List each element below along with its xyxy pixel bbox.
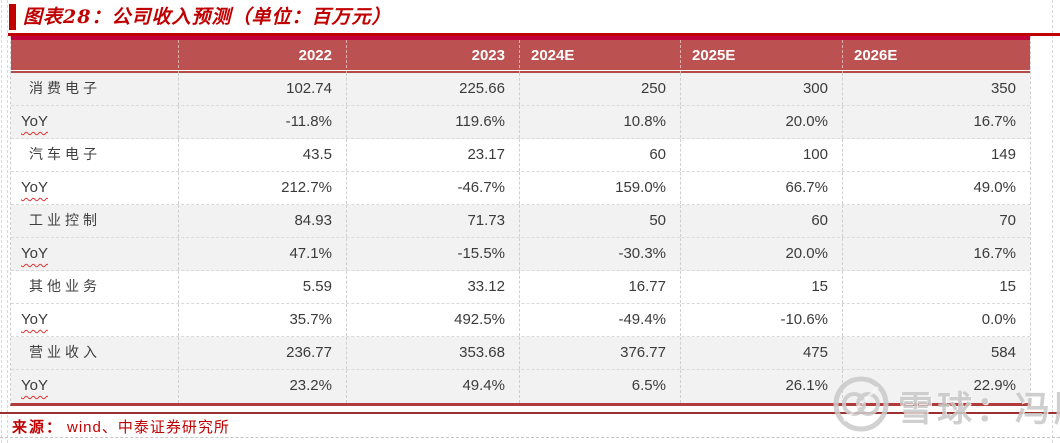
row-label: YoY xyxy=(11,238,179,270)
cell-value: 50 xyxy=(520,205,681,237)
column-header-2024e: 2024E xyxy=(520,40,681,73)
column-header-blank xyxy=(11,40,179,73)
cell-value: 47.1% xyxy=(179,238,347,270)
cell-value: 102.74 xyxy=(179,73,347,105)
cell-value: 23.17 xyxy=(347,139,520,171)
column-header-2025e: 2025E xyxy=(681,40,843,73)
row-label: 其他业务 xyxy=(11,271,179,303)
cell-value: 60 xyxy=(520,139,681,171)
cell-value: 10.8% xyxy=(520,106,681,138)
row-label: YoY xyxy=(11,106,179,138)
cell-value: 16.7% xyxy=(973,113,1016,130)
cell-value: 43.5 xyxy=(179,139,347,171)
cell-value: -46.7% xyxy=(347,172,520,204)
cell-value: 60 xyxy=(681,205,843,237)
table-row-yoy: YoY 212.7% -46.7% 159.0% 66.7% 49.0% xyxy=(11,172,1030,205)
page-bottom-guide-line xyxy=(0,437,1060,438)
table-row-yoy: YoY 47.1% -15.5% -30.3% 20.0% 16.7% xyxy=(11,238,1030,271)
source-note: 来源： wind、中泰证券研究所 xyxy=(12,416,230,438)
cell-value: 100 xyxy=(681,139,843,171)
cell-value: 236.77 xyxy=(179,337,347,369)
table-row-automotive-electronics: 汽车电子 43.5 23.17 60 100 149 xyxy=(11,139,1030,172)
cell-value: 26.1% xyxy=(681,370,843,403)
row-label: 汽车电子 xyxy=(11,139,179,171)
cell-value: 475 xyxy=(681,337,843,369)
cell-value: 84.93 xyxy=(179,205,347,237)
table-row-operating-revenue: 营业收入 236.77 353.68 376.77 475 584 xyxy=(11,337,1030,370)
cell-value: 6.5% xyxy=(520,370,681,403)
cell-value: -30.3% xyxy=(520,238,681,270)
cell-value: 33.12 xyxy=(347,271,520,303)
cell-value: 22.9% xyxy=(973,377,1016,394)
cell-value: 159.0% xyxy=(520,172,681,204)
column-header-2026e: 2026E xyxy=(854,47,898,64)
figure-title-block: 图表28：公司收入预测（单位：百万元） xyxy=(0,0,1060,33)
row-label: 营业收入 xyxy=(11,337,179,369)
page-guide-line xyxy=(1,0,2,443)
cell-value: -15.5% xyxy=(347,238,520,270)
cell-value: 49.0% xyxy=(973,179,1016,196)
cell-value: -49.4% xyxy=(520,304,681,336)
cell-value: 119.6% xyxy=(347,106,520,138)
cell-value: 250 xyxy=(520,73,681,105)
revenue-forecast-table: 2022 2023 2024E 2025E 2026E 消费电子 102.74 … xyxy=(10,36,1031,406)
source-prefix-label: 来源： xyxy=(12,418,64,436)
cell-value: 15 xyxy=(681,271,843,303)
column-header-2022: 2022 xyxy=(179,40,347,73)
cell-value: 0.0% xyxy=(981,311,1016,328)
cell-value: 66.7% xyxy=(681,172,843,204)
table-row-consumer-electronics: 消费电子 102.74 225.66 250 300 350 xyxy=(11,73,1030,106)
row-label: 工业控制 xyxy=(11,205,179,237)
row-label: YoY xyxy=(11,304,179,336)
cell-value: 70 xyxy=(999,212,1016,229)
cell-value: 225.66 xyxy=(347,73,520,105)
footer-separator-line xyxy=(0,412,1060,414)
cell-value: -10.6% xyxy=(681,304,843,336)
table-row-industrial-control: 工业控制 84.93 71.73 50 60 70 xyxy=(11,205,1030,238)
table-row-yoy: YoY -11.8% 119.6% 10.8% 20.0% 16.7% xyxy=(11,106,1030,139)
cell-value: 35.7% xyxy=(179,304,347,336)
cell-value: 350 xyxy=(990,80,1016,97)
row-label: 消费电子 xyxy=(11,73,179,105)
cell-value: 16.7% xyxy=(973,245,1016,262)
cell-value: 300 xyxy=(681,73,843,105)
table-row-other-business: 其他业务 5.59 33.12 16.77 15 15 xyxy=(11,271,1030,304)
cell-value: 15 xyxy=(999,278,1016,295)
figure-title: 图表28：公司收入预测（单位：百万元） xyxy=(23,6,392,28)
source-text: wind、中泰证券研究所 xyxy=(67,419,230,436)
table-row-yoy: YoY 35.7% 492.5% -49.4% -10.6% 0.0% xyxy=(11,304,1030,337)
cell-value: 376.77 xyxy=(520,337,681,369)
page-guide-line xyxy=(7,0,8,443)
row-label: YoY xyxy=(11,172,179,204)
cell-value: 353.68 xyxy=(347,337,520,369)
row-label: YoY xyxy=(11,370,179,403)
cell-value: -11.8% xyxy=(179,106,347,138)
cell-value: 20.0% xyxy=(681,106,843,138)
column-header-2023: 2023 xyxy=(347,40,520,73)
page-guide-line xyxy=(1052,0,1053,443)
cell-value: 71.73 xyxy=(347,205,520,237)
cell-value: 492.5% xyxy=(347,304,520,336)
cell-value: 5.59 xyxy=(179,271,347,303)
cell-value: 49.4% xyxy=(347,370,520,403)
table-body: 消费电子 102.74 225.66 250 300 350 YoY -11.8… xyxy=(11,73,1030,403)
table-header-row: 2022 2023 2024E 2025E 2026E xyxy=(11,36,1030,73)
cell-value: 16.77 xyxy=(520,271,681,303)
table-row-yoy: YoY 23.2% 49.4% 6.5% 26.1% 22.9% xyxy=(11,370,1030,403)
cell-value: 584 xyxy=(990,344,1016,361)
cell-value: 20.0% xyxy=(681,238,843,270)
cell-value: 149 xyxy=(990,146,1016,163)
title-accent-bar xyxy=(9,4,16,30)
cell-value: 23.2% xyxy=(179,370,347,403)
cell-value: 212.7% xyxy=(179,172,347,204)
title-underline xyxy=(8,33,1060,36)
